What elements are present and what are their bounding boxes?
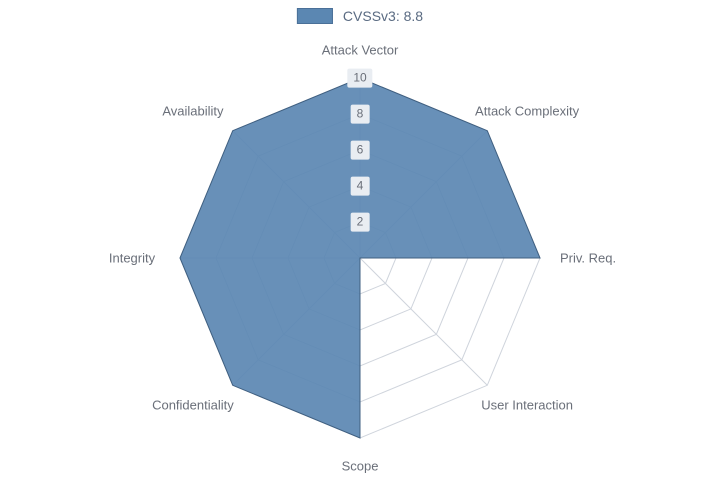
legend-label: CVSSv3: 8.8 bbox=[343, 8, 423, 24]
axis-label: Confidentiality bbox=[152, 398, 234, 413]
tick-label: 8 bbox=[351, 105, 370, 124]
axis-label: Attack Vector bbox=[322, 43, 399, 58]
axis-label: Availability bbox=[162, 103, 223, 118]
axis-label: Attack Complexity bbox=[475, 103, 579, 118]
tick-label: 4 bbox=[351, 177, 370, 196]
radar-chart: CVSSv3: 8.8 Attack Vector Attack Complexi… bbox=[0, 0, 720, 504]
legend: CVSSv3: 8.8 bbox=[297, 8, 423, 24]
legend-swatch bbox=[297, 8, 333, 24]
axis-label: Scope bbox=[342, 459, 379, 474]
tick-label: 6 bbox=[351, 141, 370, 160]
axis-label: Priv. Req. bbox=[560, 251, 616, 266]
tick-label: 2 bbox=[351, 213, 370, 232]
tick-label: 10 bbox=[347, 69, 372, 88]
axis-label: Integrity bbox=[109, 251, 155, 266]
axis-label: User Interaction bbox=[481, 398, 573, 413]
